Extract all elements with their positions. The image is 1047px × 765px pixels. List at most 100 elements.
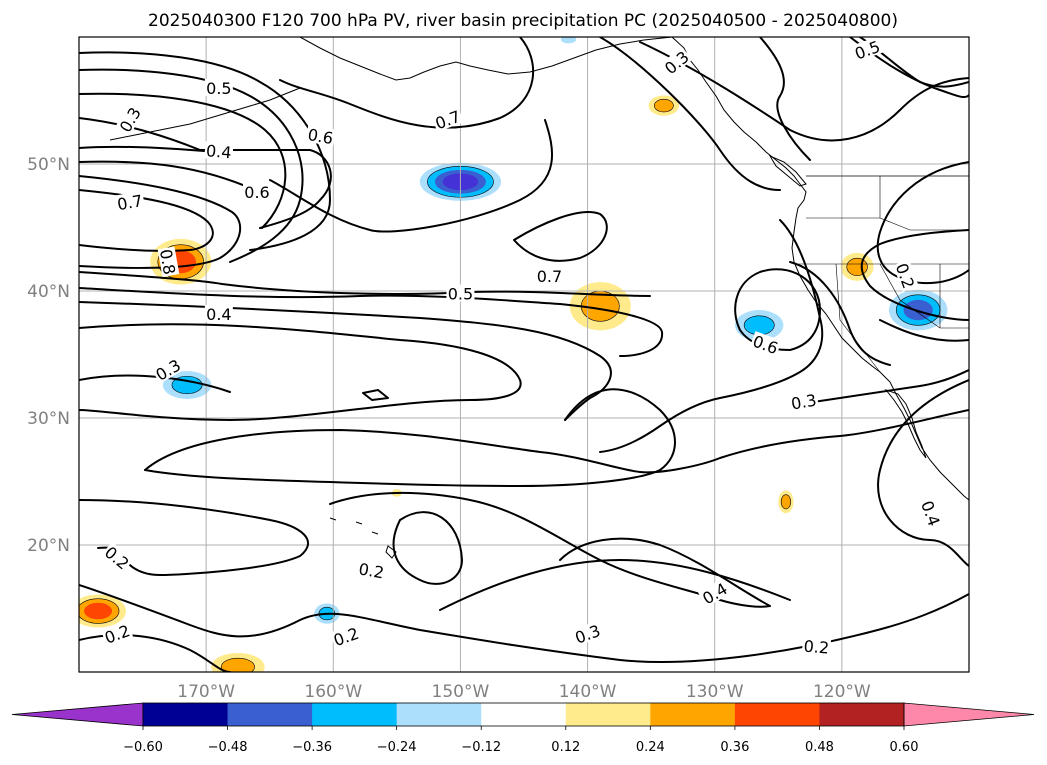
pv-contour-line [876, 161, 969, 285]
contour-label: 0.7 [114, 190, 146, 214]
contour-label: 0.4 [204, 141, 234, 162]
contour-label: 0.5 [204, 78, 233, 98]
pv-contour-line [79, 160, 256, 191]
longitude-tick-label: 150°W [432, 682, 490, 702]
colorbar-tick-label: −0.12 [461, 740, 501, 755]
colorbar-tick-label: −0.36 [292, 740, 332, 755]
precip-level-shape [903, 299, 933, 321]
colorbar-segment [734, 703, 820, 726]
pv-contour-line [877, 379, 969, 567]
latitude-tick-label: 40°N [27, 282, 70, 302]
pv-contour-line [144, 388, 676, 487]
pv-contour-line [79, 189, 214, 252]
pv-contour-line [79, 51, 331, 251]
precip-anomaly-blob [648, 95, 680, 116]
pv-contours [79, 37, 969, 672]
contour-label-text: 0.5 [448, 285, 473, 304]
contour-label: 0.8 [156, 246, 180, 277]
vancouver-island [768, 154, 807, 187]
colorbar-segment [481, 703, 567, 726]
contour-label-bg [115, 102, 144, 136]
contour-label-text: 0.4 [205, 141, 232, 162]
contour-label-bg [660, 46, 693, 78]
map-panel [79, 37, 969, 672]
contour-label-bg [101, 541, 134, 573]
precip-level-shape [560, 37, 577, 44]
contour-label-bg [243, 182, 271, 200]
pv-contour-line [392, 511, 463, 585]
contour-label-bg [114, 190, 146, 213]
precip-level-shape [220, 657, 255, 672]
colorbar-segment [565, 703, 651, 726]
precip-anomaly-blob [735, 310, 784, 341]
pv-contour-line [79, 287, 664, 357]
precip-anomaly-blob [840, 252, 874, 281]
contour-label-bg [535, 266, 564, 284]
precip-level-shape [846, 257, 868, 276]
precip-level-shape [84, 602, 113, 620]
contour-label: 0.2 [356, 559, 387, 582]
pv-contour-line [599, 37, 781, 191]
contour-label: 0.7 [535, 266, 564, 286]
pv-contour-line [79, 68, 304, 263]
contour-label-bg [446, 284, 475, 302]
contour-label-text: 0.7 [537, 267, 562, 286]
contour-label: 0.6 [305, 124, 336, 148]
colorbar-segment [396, 703, 482, 726]
contour-label-text: 0.6 [244, 183, 269, 202]
contour-label-bg [893, 259, 919, 292]
map-frame [78, 36, 970, 673]
contour-label-text: 0.3 [790, 390, 818, 413]
contour-label-bg [356, 559, 387, 581]
colorbar-segment [143, 703, 229, 726]
contour-label: 0.5 [446, 284, 475, 304]
hawaii-islands [329, 517, 397, 559]
pv-contour-line [79, 92, 287, 229]
pv-contour-line [879, 319, 969, 342]
precip-level-shape [780, 494, 791, 510]
pv-contour-line [734, 268, 821, 351]
precip-level-shape [654, 98, 674, 113]
pv-contour-line [79, 271, 651, 297]
contour-label-bg [698, 578, 731, 608]
contour-label-text: 0.8 [156, 248, 179, 276]
latitude-tick-label: 20°N [27, 536, 70, 556]
pv-contour-line [513, 211, 608, 262]
aleutian-islands [109, 87, 301, 141]
pv-contour-line [79, 117, 332, 229]
north-america-coastline [671, 37, 969, 501]
coastlines [109, 37, 969, 559]
pv-contour-line [362, 389, 389, 401]
latitude-tick-label: 30°N [27, 409, 70, 429]
contour-label: 0.2 [801, 636, 832, 658]
pv-contour-line [79, 323, 522, 421]
contour-label-bg [788, 390, 819, 412]
contour-label-bg [851, 37, 884, 63]
pv-contour-line [79, 584, 969, 663]
pv-contour-line [439, 559, 791, 611]
contour-label-bg [749, 331, 782, 357]
colorbar-tick-label: −0.60 [123, 740, 163, 755]
contour-label: 0.3 [788, 390, 819, 414]
contour-label-text: 0.7 [116, 191, 144, 214]
colorbar-tick-label: 0.24 [636, 740, 665, 755]
longitude-tick-label: 160°W [304, 682, 362, 702]
contour-label-bg [801, 636, 832, 656]
precip-anomaly-blob [778, 490, 794, 514]
colorbar: −0.60 −0.48 −0.36 −0.24 −0.12 0.12 0.24 0.36 0.4… [11, 702, 1035, 755]
contour-label-text: 0.2 [803, 637, 830, 658]
contour-labels: 0.50.3 0.70.60.40.60.70.80.3 0.50.70.50.40… [100, 37, 945, 658]
contour-label-text: 0.6 [306, 125, 334, 148]
colorbar-under-extension [11, 702, 144, 727]
pv-contour-line [279, 37, 534, 129]
pv-contour-line [639, 41, 969, 142]
colorbar-tick-label: −0.24 [377, 740, 417, 755]
contour-label-bg [157, 246, 180, 277]
colorbar-tick-label: 0.48 [805, 740, 834, 755]
pv-contour-line [799, 369, 969, 405]
precip-anomaly-blob [888, 289, 948, 331]
contour-label-bg [100, 620, 134, 647]
longitude-tick-label: 140°W [559, 682, 617, 702]
